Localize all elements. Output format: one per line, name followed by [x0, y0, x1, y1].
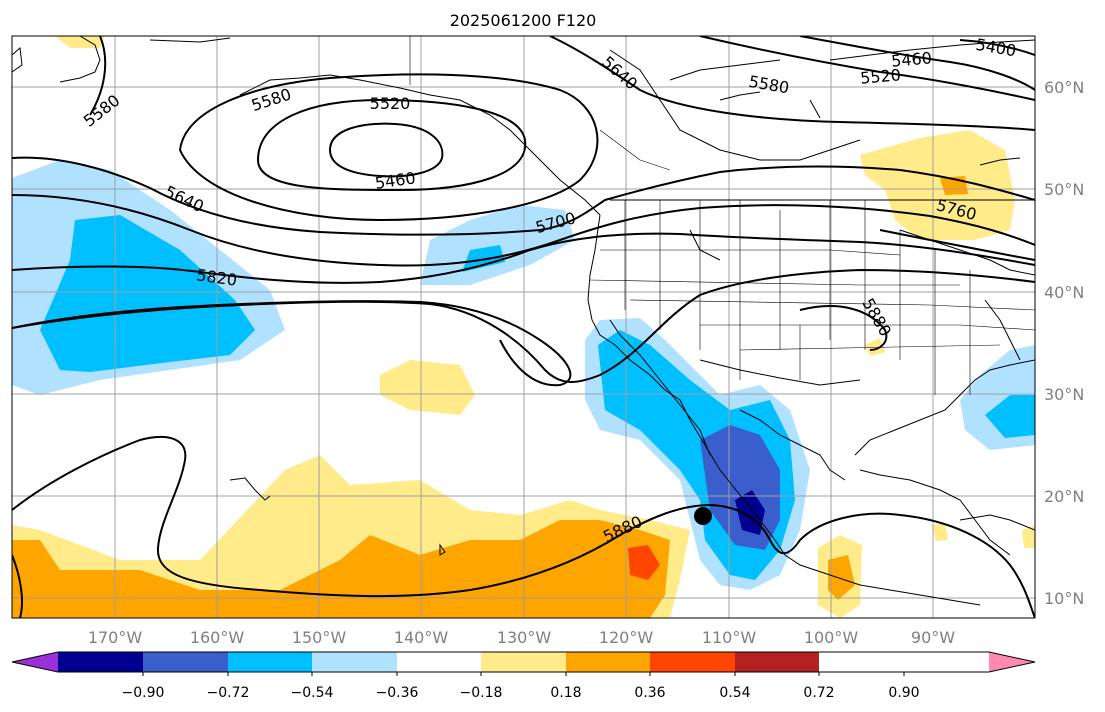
- colorbar-tick-label: 0.18: [550, 685, 581, 701]
- lat-label: 10°N: [1044, 589, 1084, 608]
- lon-label: 160°W: [190, 628, 245, 647]
- positive-anomaly-region: [380, 360, 475, 415]
- latitude-labels: 60°N 50°N 40°N 30°N 20°N 10°N: [1044, 78, 1084, 608]
- colorbar-segment: [566, 652, 650, 672]
- colorbar-segment: [397, 652, 481, 672]
- colorbar-segment: [58, 652, 143, 672]
- storm-center-marker: [694, 507, 712, 525]
- contour-label: 5520: [370, 94, 411, 113]
- lat-label: 40°N: [1044, 283, 1084, 302]
- colorbar-segment: [312, 652, 397, 672]
- lon-label: 120°W: [599, 628, 654, 647]
- colorbar-tick-label: 0.54: [719, 685, 750, 701]
- colorbar-tick-label: −0.36: [376, 685, 419, 701]
- longitude-labels: 170°W 160°W 150°W 140°W 130°W 120°W 110°…: [88, 628, 955, 647]
- colorbar-segment: [481, 652, 566, 672]
- colorbar-segment: [735, 652, 819, 672]
- colorbar-tick-label: 0.90: [888, 685, 919, 701]
- lat-label: 50°N: [1044, 180, 1084, 199]
- map-frame: [11, 35, 1036, 619]
- colorbar-segment: [228, 652, 312, 672]
- colorbar-extend-min: [12, 652, 58, 672]
- figure-title: 2025061200 F120: [450, 11, 597, 30]
- contour-label: 5400: [974, 35, 1017, 61]
- colorbar-tick-label: −0.72: [207, 685, 250, 701]
- contour-label: 5580: [747, 72, 790, 98]
- negative-anomaly-region: [420, 205, 575, 285]
- contour-label: 5880: [858, 295, 895, 340]
- negative-anomaly-region: [985, 395, 1035, 438]
- positive-anomaly-region: [55, 36, 105, 48]
- colorbar-tick-label: −0.18: [460, 685, 503, 701]
- contour-label: 5460: [890, 48, 932, 70]
- lon-label: 100°W: [804, 628, 859, 647]
- contour-label: 5580: [80, 91, 124, 131]
- contour-label: 5520: [859, 65, 901, 87]
- colorbar-tick-label: −0.90: [122, 685, 165, 701]
- negative-anomaly-region: [40, 215, 255, 372]
- colorbar-tick-label: −0.54: [291, 685, 334, 701]
- lon-label: 140°W: [394, 628, 449, 647]
- positive-anomaly-region: [1022, 525, 1035, 548]
- state-borders: [409, 36, 1035, 395]
- positive-anomaly-region: [828, 555, 855, 600]
- colorbar-outline: [11, 651, 1036, 673]
- positive-anomaly-region: [865, 338, 885, 356]
- colorbar-tick-label: 0.72: [803, 685, 834, 701]
- colorbar: [11, 651, 1036, 676]
- lon-label: 110°W: [702, 628, 757, 647]
- lon-label: 170°W: [88, 628, 143, 647]
- colorbar-segment: [143, 652, 228, 672]
- lon-label: 90°W: [911, 628, 955, 647]
- colorbar-tick-labels: −0.90 −0.72 −0.54 −0.36 −0.18 0.18 0.36 …: [122, 685, 920, 701]
- lon-label: 150°W: [292, 628, 347, 647]
- lon-label: 130°W: [497, 628, 552, 647]
- map-area: 5580 5580 5520 5460 5640 5700 5820 5640 …: [12, 35, 1035, 618]
- colorbar-extend-max: [989, 652, 1035, 672]
- lat-label: 60°N: [1044, 78, 1084, 97]
- contour-label: 5580: [249, 84, 294, 115]
- positive-anomaly-region: [860, 130, 1015, 240]
- lat-label: 20°N: [1044, 487, 1084, 506]
- positive-anomaly-region: [12, 520, 670, 618]
- height-contours: [12, 36, 1035, 618]
- lat-label: 30°N: [1044, 385, 1084, 404]
- positive-anomaly-region: [628, 545, 660, 580]
- colorbar-tick-label: 0.36: [634, 685, 665, 701]
- positive-anomaly-region: [932, 523, 948, 541]
- colorbar-segment: [650, 652, 735, 672]
